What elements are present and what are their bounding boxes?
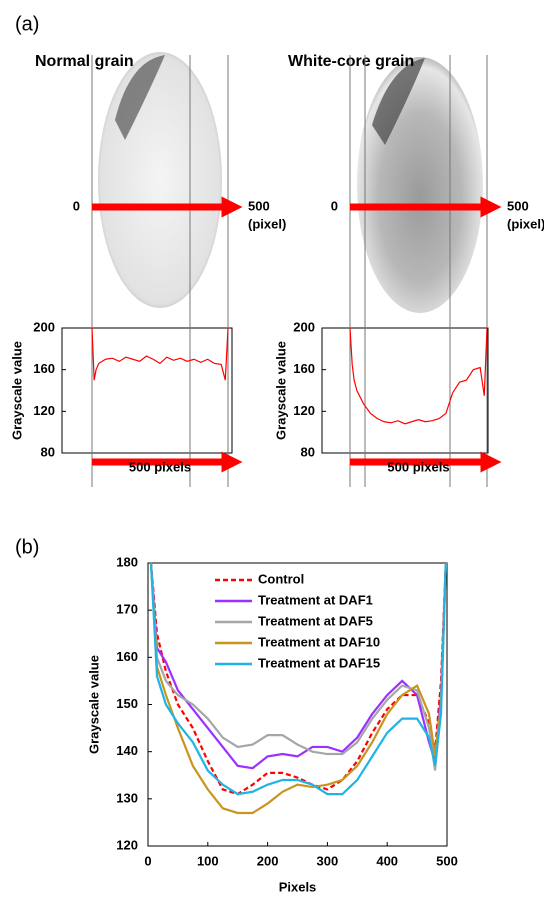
y-tick-label: 140 — [116, 743, 138, 758]
legend-label: Treatment at DAF10 — [258, 634, 380, 649]
data-line — [349, 327, 488, 425]
x-axis-label: 500 pixels — [129, 459, 191, 474]
y-tick-label: 120 — [116, 837, 138, 852]
x-tick-label: 400 — [376, 853, 398, 868]
legend-label: Treatment at DAF15 — [258, 655, 380, 670]
x-tick-label: 500 — [436, 853, 458, 868]
panel-label: (a) — [15, 13, 39, 35]
x-tick-label: 200 — [257, 853, 279, 868]
y-tick-label: 120 — [33, 403, 55, 418]
x-tick-label: 100 — [197, 853, 219, 868]
y-axis-label: Grayscale value — [9, 341, 24, 440]
x-axis-label: Pixels — [279, 879, 317, 894]
panel-label: (b) — [15, 536, 39, 558]
arrow-end-label: 500 — [248, 198, 270, 213]
chart-title: White-core grain — [288, 53, 414, 70]
y-axis-label: Grayscale value — [273, 341, 288, 440]
y-tick-label: 170 — [116, 602, 138, 617]
y-axis-label: Grayscale value — [86, 655, 101, 754]
y-tick-label: 180 — [116, 554, 138, 569]
y-tick-label: 120 — [293, 403, 315, 418]
data-line — [149, 562, 447, 770]
y-tick-label: 160 — [116, 649, 138, 664]
y-tick-label: 160 — [293, 361, 315, 376]
y-tick-label: 200 — [293, 319, 315, 334]
data-line — [149, 562, 447, 771]
y-tick-label: 150 — [116, 696, 138, 711]
y-tick-label: 130 — [116, 790, 138, 805]
data-line — [149, 562, 447, 815]
data-line — [91, 327, 229, 381]
y-tick-label: 160 — [33, 361, 55, 376]
arrow-start-label: 0 — [331, 198, 338, 213]
legend-label: Control — [258, 571, 304, 586]
plot-frame — [61, 327, 233, 454]
grain-embryo — [372, 58, 425, 145]
plot-frame — [321, 327, 489, 454]
arrow-unit: (pixel) — [507, 216, 544, 231]
grain-image — [98, 52, 222, 308]
arrow-unit: (pixel) — [248, 216, 286, 231]
x-tick-label: 300 — [317, 853, 339, 868]
arrow-start-label: 0 — [73, 198, 80, 213]
grain-embryo — [115, 55, 165, 140]
y-tick-label: 200 — [33, 319, 55, 334]
x-axis-label: 500 pixels — [387, 459, 449, 474]
legend-label: Treatment at DAF5 — [258, 613, 373, 628]
arrow-end-label: 500 — [507, 198, 529, 213]
y-tick-label: 80 — [41, 444, 55, 459]
data-line — [149, 562, 447, 796]
grain-image — [357, 57, 483, 313]
x-tick-label: 0 — [144, 853, 151, 868]
y-tick-label: 80 — [301, 444, 315, 459]
legend-label: Treatment at DAF1 — [258, 592, 373, 607]
chart-title: Normal grain — [35, 53, 134, 70]
